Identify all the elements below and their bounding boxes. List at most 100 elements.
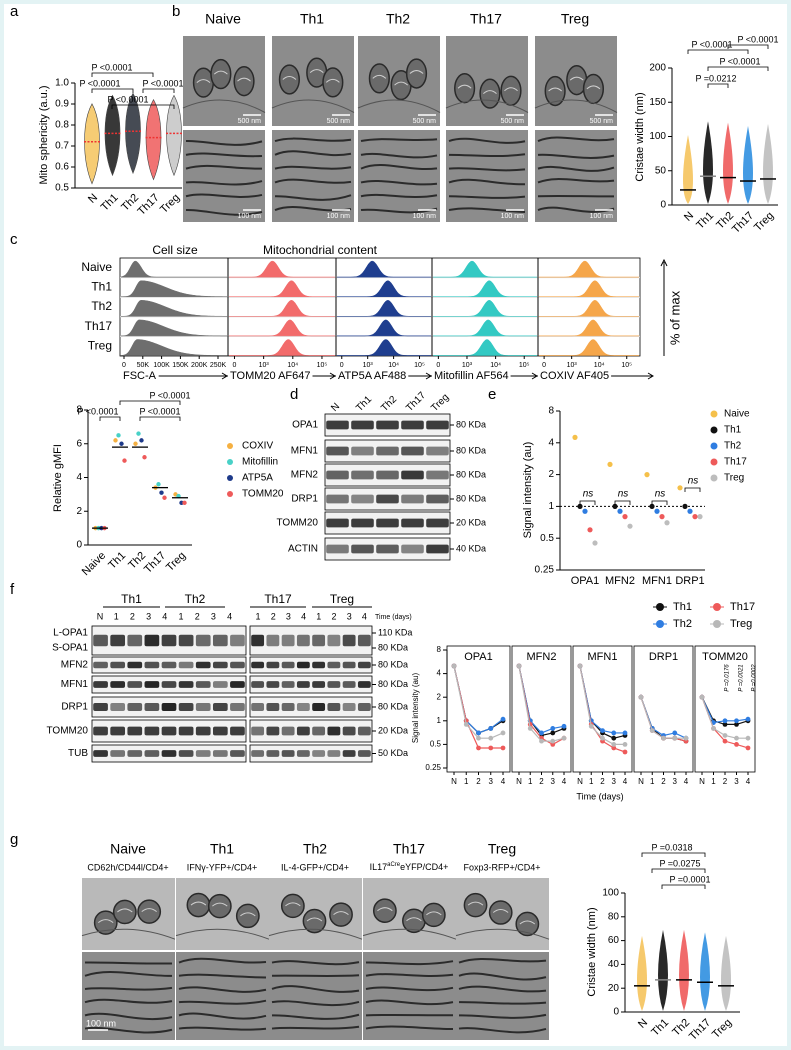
p-value: P <0.0001 (107, 94, 148, 104)
cristae (586, 85, 601, 90)
y-tick-label: 100 (649, 131, 666, 142)
cristae (448, 137, 526, 144)
x-tick-label: 4 (623, 777, 628, 786)
point-cloud (763, 123, 773, 204)
blot-band (230, 681, 245, 688)
data-point (116, 433, 121, 438)
mitochondrion (372, 898, 397, 923)
cristae (483, 90, 497, 95)
data-point (136, 431, 141, 436)
y-tick-label: 0.8 (55, 120, 69, 131)
cristae (458, 985, 547, 993)
significance-bracket (707, 83, 729, 88)
panel-label: e (488, 386, 496, 403)
data-point (697, 514, 703, 520)
blot-band (351, 470, 374, 480)
data-point (142, 455, 147, 460)
data-point (617, 508, 623, 514)
blot-band (266, 703, 280, 711)
cristae (274, 165, 352, 170)
histogram (121, 300, 227, 317)
lane-label: 4 (227, 611, 232, 621)
axis-title: Signal intensity (au) (522, 442, 534, 539)
subpanel-title: MFN1 (588, 651, 618, 663)
data-point (122, 458, 127, 463)
lane-label: 2 (130, 611, 135, 621)
x-tick-label: 10³ (567, 362, 578, 369)
data-point (476, 730, 481, 736)
y-tick-label: 80 (608, 911, 620, 922)
blot-band (326, 446, 349, 456)
blot-band (327, 750, 341, 757)
blot-band (312, 750, 326, 757)
blot-band (178, 703, 194, 711)
lane-label: N (97, 611, 104, 621)
x-tick-label: 0 (233, 362, 237, 369)
x-tick-label: 1 (464, 777, 469, 786)
size-label: 80 KDa (378, 701, 408, 711)
p-value: P =0.0021 (739, 664, 745, 691)
mitochondrion (278, 64, 300, 95)
blot-band (327, 681, 341, 688)
data-point (711, 725, 716, 731)
blot-band (251, 726, 265, 736)
cristae (178, 986, 267, 993)
legend-marker (713, 620, 721, 628)
legend-label: Treg (730, 618, 752, 630)
blot-band (251, 750, 265, 757)
micrograph (82, 952, 175, 1040)
size-label: 20 KDa (378, 725, 408, 735)
panel-label: a (10, 3, 19, 20)
cristae (458, 1001, 547, 1005)
data-point (550, 730, 556, 736)
legend-marker (656, 603, 664, 611)
blot-band (326, 494, 349, 504)
histogram (433, 339, 537, 356)
ns-label: ns (583, 489, 594, 500)
subpanel-title: DRP1 (649, 651, 678, 663)
axis-title: Mito sphericity (a.u.) (38, 85, 50, 184)
p-value: P =0.0275 (659, 858, 700, 868)
histogram (433, 280, 537, 297)
cristae (178, 1012, 267, 1020)
cristae (372, 74, 387, 79)
blot-band (376, 494, 399, 504)
y-tick-label: 1.0 (55, 78, 69, 89)
significance-bracket (91, 72, 154, 77)
data-point (539, 730, 544, 736)
data-point (592, 540, 598, 546)
cristae (190, 901, 207, 906)
x-tick-label: 1 (589, 777, 594, 786)
column-title: Treg (561, 11, 589, 27)
lane-label: 2 (331, 611, 336, 621)
data-point (722, 721, 728, 727)
axis-title: Signal intensity (au) (411, 673, 420, 744)
panel-label: g (10, 831, 18, 848)
subpanel-title: TOMM20 (702, 651, 748, 663)
blot-band (426, 446, 449, 456)
legend-marker (227, 475, 233, 481)
cristae (360, 193, 438, 199)
mitochondrion (463, 892, 488, 918)
cristae (458, 1027, 547, 1034)
blot-band (178, 634, 194, 647)
data-point (722, 733, 728, 738)
point-cloud (683, 134, 693, 204)
mitochondrion (112, 899, 137, 925)
mitochondrion (280, 893, 305, 919)
data-point (692, 514, 698, 520)
scale-bar-label: 100 nm (327, 213, 351, 220)
y-tick-label: 2 (548, 469, 554, 480)
lane-label: 4 (362, 611, 367, 621)
x-tick-label: 10⁵ (414, 362, 425, 369)
p-value: P <0.0001 (737, 34, 778, 44)
y-tick-label: 0.25 (535, 565, 555, 576)
size-label: 80 KDa (378, 659, 408, 669)
point-cloud (743, 126, 753, 204)
blot-band (401, 420, 424, 430)
cristae (185, 140, 263, 146)
cristae (178, 999, 267, 1005)
size-label: 80 KDa (456, 469, 486, 479)
scale-bar-label: 100 nm (590, 213, 614, 220)
blot-band (178, 726, 194, 736)
